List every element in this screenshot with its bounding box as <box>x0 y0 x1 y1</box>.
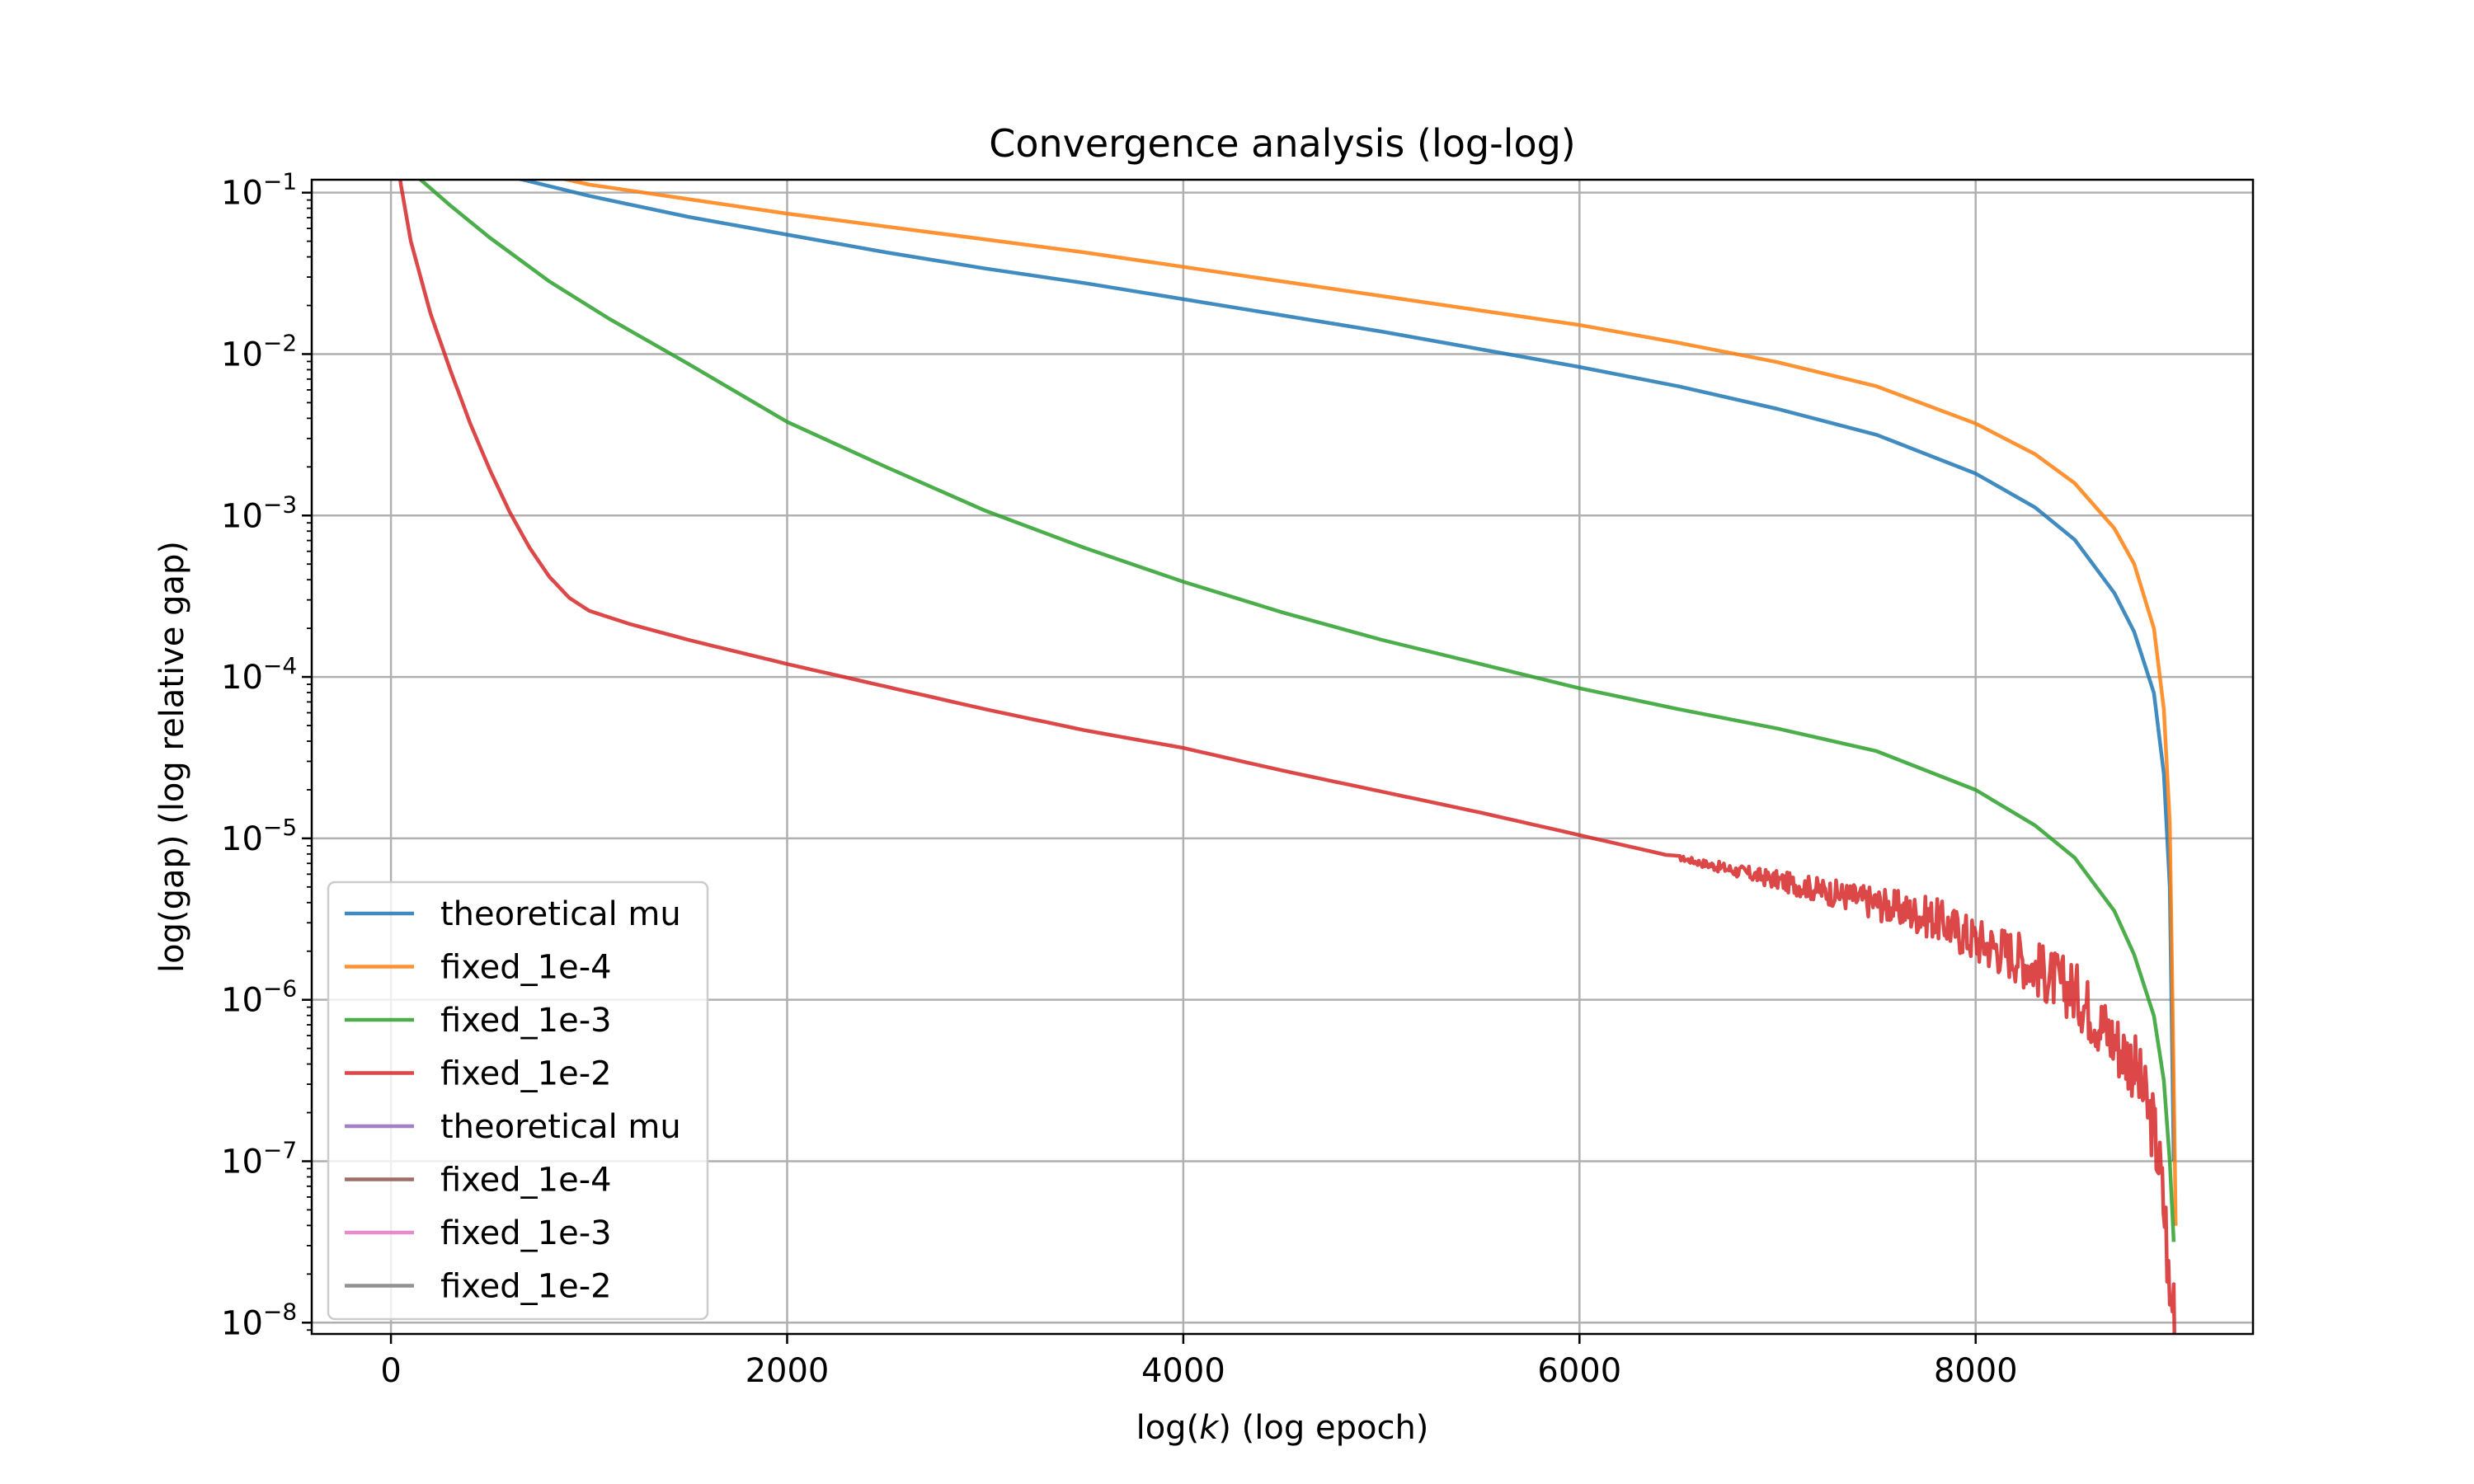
legend-label: theoretical mu <box>440 895 681 933</box>
y-axis-label: log(gap) (log relative gap) <box>153 541 191 973</box>
x-axis-label-variable: k <box>1199 1409 1220 1447</box>
y-tick-label-exponent: −8 <box>263 1298 297 1325</box>
x-tick-label: 0 <box>380 1352 401 1390</box>
legend-label: theoretical mu <box>440 1108 681 1146</box>
y-tick-label: 10−6 <box>221 975 297 1020</box>
y-tick-label: 10−5 <box>221 814 297 858</box>
x-tick-label: 2000 <box>745 1352 830 1390</box>
legend-label: fixed_1e-2 <box>440 1055 612 1093</box>
y-tick-label-base: 10 <box>221 1304 263 1342</box>
y-tick-label-exponent: −6 <box>263 975 297 1003</box>
y-tick-label-base: 10 <box>221 175 263 213</box>
y-tick-label-exponent: −4 <box>263 652 297 679</box>
x-tick-label: 8000 <box>1934 1352 2018 1390</box>
grid-lines <box>312 180 2253 1334</box>
x-axis-label-suffix: ) (log epoch) <box>1218 1409 1428 1447</box>
plot-series <box>398 180 2178 1334</box>
y-tick-label: 10−4 <box>221 652 297 697</box>
legend-items: theoretical mu fixed_1e-4 fixed_1e-3 fixed_… <box>345 895 681 1306</box>
y-tick-label-base: 10 <box>221 336 263 373</box>
series-line-1 <box>558 180 2178 1226</box>
y-tick-label: 10−2 <box>221 329 297 373</box>
y-tick-label: 10−1 <box>221 168 297 213</box>
series-line-3 <box>398 180 2176 1334</box>
x-tick-label: 6000 <box>1537 1352 1621 1390</box>
y-tick-label: 10−8 <box>221 1298 297 1342</box>
y-tick-label: 10−3 <box>221 491 297 535</box>
series-line-2 <box>418 180 2176 1242</box>
y-tick-label-exponent: −2 <box>263 329 297 356</box>
y-tick-label-base: 10 <box>221 1143 263 1181</box>
legend-label: fixed_1e-4 <box>440 1162 612 1200</box>
y-tick-label-exponent: −5 <box>263 814 297 841</box>
plot-frame <box>310 178 2255 1336</box>
legend-label: fixed_1e-3 <box>440 1002 612 1040</box>
y-tick-label-exponent: −1 <box>263 168 297 195</box>
series-line-0 <box>515 180 2176 1162</box>
y-tick-label-exponent: −3 <box>263 491 297 518</box>
legend-label: fixed_1e-3 <box>440 1214 612 1252</box>
x-tick-label: 4000 <box>1141 1352 1225 1390</box>
y-tick-label-base: 10 <box>221 982 263 1020</box>
y-tick-label-exponent: −7 <box>263 1136 297 1163</box>
legend: theoretical mu fixed_1e-4 fixed_1e-3 fixed_… <box>327 881 709 1321</box>
chart-title: Convergence analysis (log-log) <box>989 121 1576 166</box>
y-tick-label: 10−7 <box>221 1136 297 1181</box>
legend-label: fixed_1e-2 <box>440 1268 612 1306</box>
legend-label: fixed_1e-4 <box>440 949 612 987</box>
legend-box <box>327 881 709 1321</box>
x-axis-label: log(k) (log epoch) <box>1136 1409 1429 1447</box>
y-tick-label-base: 10 <box>221 659 263 697</box>
x-axis-label-prefix: log( <box>1136 1409 1200 1447</box>
y-tick-label-base: 10 <box>221 820 263 858</box>
axis-ticks: 0 2000 4000 6000 800010−110−210−310−410−510−… <box>221 168 2018 1390</box>
y-tick-label-base: 10 <box>221 497 263 535</box>
